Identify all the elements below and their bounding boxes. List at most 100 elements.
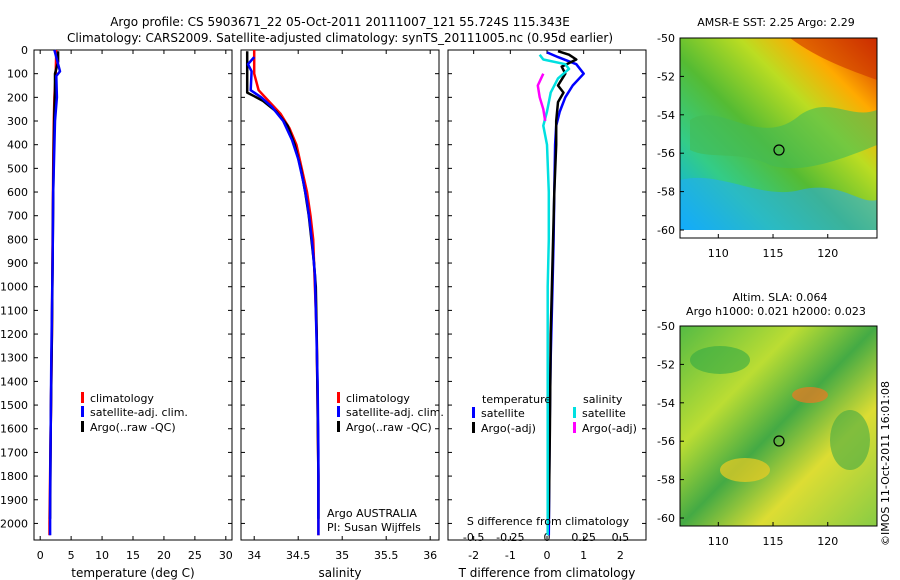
s-tick-label: -0.25	[496, 531, 524, 544]
depth-tick-label: 1900	[0, 494, 28, 507]
sst-map-frame	[679, 37, 878, 239]
depth-tick-label: 1600	[0, 423, 28, 436]
sla-low-patch	[690, 346, 750, 374]
map-lat-label: -60	[657, 224, 675, 237]
s-difference-label: S difference from climatology	[467, 515, 630, 528]
legend-swatch-satellite	[337, 406, 340, 417]
legend-label-climatology: climatology	[346, 392, 410, 405]
legend-header-temperature: temperature	[482, 393, 551, 406]
sst-axis-ticks: -50 -52 -54 -56 -58 -60 110 115 120	[657, 32, 838, 260]
map-lon-label: 110	[708, 247, 729, 260]
series-line	[536, 73, 547, 122]
depth-tick-label: 1200	[0, 328, 28, 341]
legend-swatch-s-argo	[573, 422, 576, 433]
depth-tick-label: 1100	[0, 304, 28, 317]
s-tick-label: -0.5	[463, 531, 484, 544]
depth-tick-label: 100	[7, 68, 28, 81]
x-tick-label: 35	[335, 549, 349, 562]
legend-swatch-t-satellite	[472, 407, 475, 418]
map-lon-label: 120	[817, 535, 838, 548]
x-tick-label: 5	[68, 549, 75, 562]
map-lat-label: -52	[657, 358, 675, 371]
title-line-1: Argo profile: CS 5903671_22 05-Oct-2011 …	[110, 15, 570, 29]
depth-tick-label: 1800	[0, 470, 28, 483]
depth-tick-label: 0	[21, 44, 28, 57]
s-tick-label: 0	[544, 531, 551, 544]
x-tick-label: 30	[219, 549, 233, 562]
sla-axis-ticks: -50 -52 -54 -56 -58 -60 110 115 120	[657, 320, 838, 548]
profile-lines	[48, 49, 585, 536]
sla-map-title-2: Argo h1000: 0.021 h2000: 0.023	[686, 305, 866, 318]
legend-label-argo: Argo(..raw -QC)	[90, 421, 176, 434]
legend-swatch-t-argo	[472, 422, 475, 433]
salinity-panel-frame	[240, 49, 440, 541]
annotation-pi: PI: Susan Wijffels	[327, 521, 421, 534]
series-line	[48, 49, 62, 536]
sst-warm-patch	[790, 38, 877, 80]
x-tick-label: 1	[580, 549, 587, 562]
salinity-xlabel: salinity	[318, 566, 361, 580]
series-line	[547, 50, 578, 519]
sla-map: Altim. SLA: 0.064 Argo h1000: 0.021 h200…	[657, 291, 878, 548]
legend-swatch-climatology	[81, 392, 84, 403]
map-lat-label: -50	[657, 320, 675, 333]
salinity-legend: climatology satellite-adj. clim. Argo(..…	[327, 392, 444, 534]
depth-tick-label: 1400	[0, 375, 28, 388]
depth-tick-label: 500	[7, 162, 28, 175]
annotation-argo-australia: Argo AUSTRALIA	[327, 507, 417, 520]
x-tick-label: 0	[544, 549, 551, 562]
s-tick-label: 0.25	[571, 531, 596, 544]
map-lat-label: -52	[657, 70, 675, 83]
depth-tick-label: 700	[7, 210, 28, 223]
sst-cold-band	[680, 177, 877, 235]
x-tick-label: 34	[247, 549, 261, 562]
x-tick-label: 36	[423, 549, 437, 562]
imos-stamp: ©IMOS 11-Oct-2011 16:01:08	[879, 381, 892, 546]
map-lon-label: 120	[817, 247, 838, 260]
x-tick-label: 0	[37, 549, 44, 562]
legend-swatch-satellite	[81, 406, 84, 417]
x-tick-label: 15	[126, 549, 140, 562]
sla-map-frame	[679, 325, 878, 527]
x-tick-label: 10	[95, 549, 109, 562]
depth-tick-label: 900	[7, 257, 28, 270]
map-lat-label: -58	[657, 186, 675, 199]
legend-swatch-argo	[81, 421, 84, 432]
legend-label-climatology: climatology	[90, 392, 154, 405]
map-lat-label: -60	[657, 512, 675, 525]
legend-header-salinity: salinity	[583, 393, 623, 406]
depth-tick-label: 1300	[0, 352, 28, 365]
sla-low-patch-2	[830, 410, 870, 470]
depth-tick-label: 600	[7, 186, 28, 199]
depth-tick-label: 2000	[0, 517, 28, 530]
x-tick-label: -2	[468, 549, 479, 562]
sst-argo-marker	[773, 144, 785, 156]
x-tick-label: 2	[617, 549, 624, 562]
sst-map-title: AMSR-E SST: 2.25 Argo: 2.29	[697, 16, 855, 29]
x-tick-label: 25	[188, 549, 202, 562]
series-line	[538, 53, 571, 536]
sst-green-band	[690, 106, 877, 169]
s-tick-label: 0.5	[612, 531, 630, 544]
x-tick-label: -1	[505, 549, 516, 562]
x-tick-label: 35.5	[374, 549, 399, 562]
sla-yellow-patch	[720, 458, 770, 482]
title-line-2: Climatology: CARS2009. Satellite-adjuste…	[67, 31, 613, 45]
legend-swatch-climatology	[337, 392, 340, 403]
temperature-panel-frame	[33, 49, 233, 541]
map-lat-label: -54	[657, 109, 675, 122]
map-lon-label: 110	[708, 535, 729, 548]
x-axis-ticks: 0 5 10 15 20 25 30 34 34.5 35 35.5 36 -2 -1 0 1 2 -0.5 -0.…	[37, 50, 629, 562]
sla-argo-marker	[773, 435, 785, 447]
legend-label-t-satellite: satellite	[481, 407, 525, 420]
sst-nodata-strip	[680, 230, 877, 238]
map-lon-label: 115	[763, 247, 784, 260]
legend-label-s-satellite: satellite	[582, 407, 626, 420]
depth-axis: 0 100 200 300 400 500 600 700 800 900 1000 1100 1200…	[0, 44, 646, 530]
depth-tick-label: 300	[7, 115, 28, 128]
map-lon-label: 115	[763, 535, 784, 548]
depth-tick-label: 200	[7, 91, 28, 104]
temperature-legend: climatology satellite-adj. clim. Argo(..…	[81, 392, 188, 434]
legend-swatch-s-satellite	[573, 407, 576, 418]
